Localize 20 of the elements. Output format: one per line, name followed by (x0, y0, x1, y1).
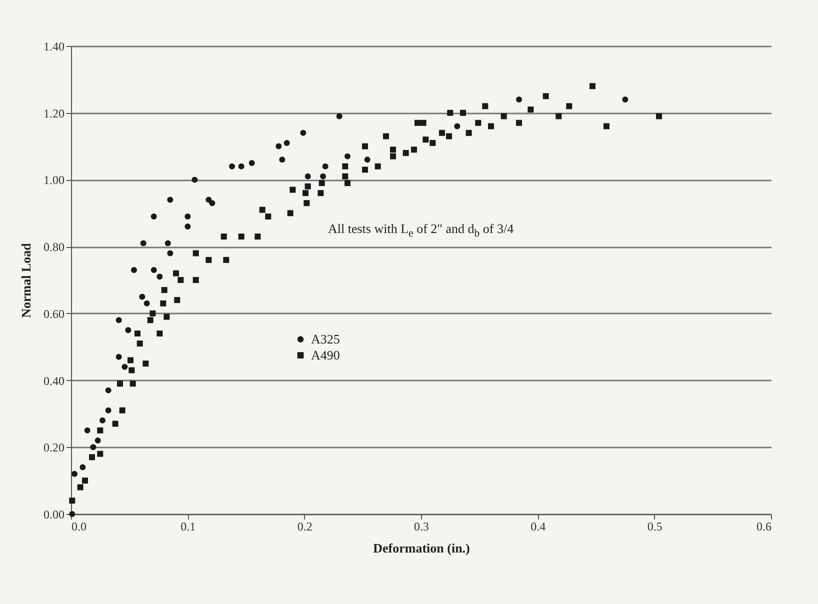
y-axis-title: Normal Load (18, 242, 34, 318)
x-tick-label: 0.4 (530, 520, 546, 534)
y-tick-label: 1.00 (44, 173, 64, 188)
x-axis-title: Deformation (in.) (373, 540, 470, 556)
y-tick-label: 0.20 (44, 440, 64, 455)
y-tick-label: 1.20 (44, 106, 64, 120)
y-tick-label: 0.80 (44, 240, 64, 254)
x-tick-label: 0.6 (756, 520, 772, 534)
annotation: All tests with L$_{e}$ of 2" and d$_{b}$ of 3/4 (324, 221, 518, 240)
x-tick-label: 0.1 (180, 520, 196, 534)
y-tick-label: 0.00 (44, 508, 64, 522)
y-tick-label: 1.40 (44, 40, 64, 54)
x-tick-label: 0.3 (414, 520, 429, 534)
y-tick-label: 0.60 (44, 306, 64, 321)
legend-label: A490 (311, 347, 340, 362)
x-tick-label: 0.2 (297, 520, 312, 534)
y-tick-label: 0.40 (44, 374, 64, 388)
x-tick-label: 0.0 (72, 520, 86, 534)
x-tick-label: 0.5 (647, 520, 662, 534)
legend-label: A325 (311, 331, 340, 346)
